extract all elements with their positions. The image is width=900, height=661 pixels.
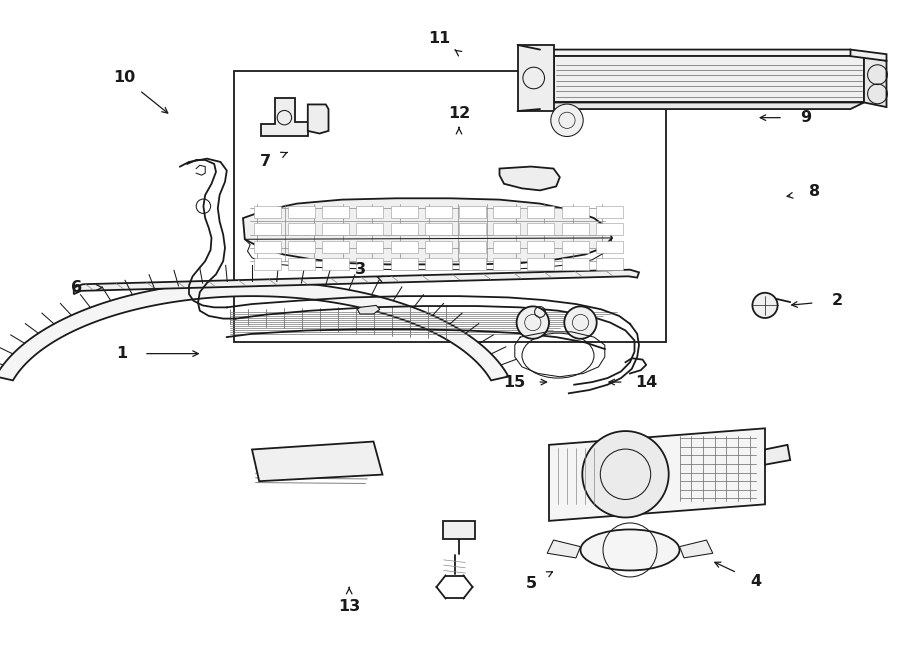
Polygon shape <box>680 540 713 558</box>
Bar <box>391 258 418 270</box>
Bar <box>356 241 383 253</box>
Bar <box>459 241 486 253</box>
Polygon shape <box>0 281 508 380</box>
Bar <box>254 206 281 218</box>
Bar <box>322 258 349 270</box>
Polygon shape <box>850 50 886 61</box>
Bar <box>425 241 452 253</box>
Text: 15: 15 <box>504 375 526 389</box>
Bar <box>356 206 383 218</box>
Polygon shape <box>252 442 382 481</box>
Text: 1: 1 <box>116 346 127 361</box>
Polygon shape <box>357 305 380 314</box>
Bar <box>391 206 418 218</box>
Polygon shape <box>549 428 765 521</box>
Bar <box>288 258 315 270</box>
Text: 6: 6 <box>71 280 82 295</box>
Text: 12: 12 <box>448 106 470 121</box>
Ellipse shape <box>580 529 680 570</box>
Bar <box>459 223 486 235</box>
Circle shape <box>752 293 778 318</box>
Text: 3: 3 <box>355 262 365 277</box>
Polygon shape <box>74 270 639 294</box>
Bar <box>527 206 554 218</box>
Polygon shape <box>547 540 580 558</box>
Polygon shape <box>864 56 886 107</box>
Polygon shape <box>243 198 612 264</box>
Bar <box>288 241 315 253</box>
Bar <box>254 223 281 235</box>
Bar <box>562 206 589 218</box>
Bar <box>459 206 486 218</box>
Bar <box>562 241 589 253</box>
Text: 10: 10 <box>113 71 135 85</box>
Polygon shape <box>234 71 666 342</box>
Bar <box>459 258 486 270</box>
Bar <box>596 223 623 235</box>
Bar <box>391 241 418 253</box>
Bar <box>493 223 520 235</box>
Circle shape <box>564 306 597 339</box>
Text: 9: 9 <box>800 110 811 125</box>
Bar <box>493 206 520 218</box>
Polygon shape <box>765 445 790 465</box>
Bar <box>425 258 452 270</box>
Text: 5: 5 <box>526 576 536 590</box>
Circle shape <box>517 306 549 339</box>
Bar <box>288 223 315 235</box>
Bar <box>527 241 554 253</box>
Bar <box>493 258 520 270</box>
Text: 2: 2 <box>832 293 842 308</box>
Bar <box>322 241 349 253</box>
Polygon shape <box>554 56 864 102</box>
Bar <box>391 223 418 235</box>
Bar <box>322 206 349 218</box>
Polygon shape <box>540 102 864 109</box>
Bar <box>596 241 623 253</box>
Text: 8: 8 <box>809 184 820 199</box>
Bar <box>288 206 315 218</box>
Bar <box>596 258 623 270</box>
Bar <box>562 223 589 235</box>
Bar <box>254 241 281 253</box>
Text: 13: 13 <box>338 600 360 614</box>
Bar <box>356 258 383 270</box>
Text: 4: 4 <box>751 574 761 589</box>
Bar <box>425 206 452 218</box>
Bar <box>596 206 623 218</box>
Bar <box>493 241 520 253</box>
Polygon shape <box>518 45 554 111</box>
Bar <box>562 258 589 270</box>
Circle shape <box>582 431 669 518</box>
Bar <box>527 223 554 235</box>
Bar <box>356 223 383 235</box>
Bar <box>425 223 452 235</box>
Polygon shape <box>500 167 560 190</box>
Bar <box>322 223 349 235</box>
Polygon shape <box>308 104 328 134</box>
Polygon shape <box>261 98 308 136</box>
Text: 7: 7 <box>260 155 271 169</box>
Circle shape <box>551 104 583 137</box>
Text: 11: 11 <box>428 31 450 46</box>
Text: 14: 14 <box>635 375 657 389</box>
Bar <box>254 258 281 270</box>
Polygon shape <box>540 50 864 56</box>
Bar <box>443 521 475 539</box>
Bar <box>527 258 554 270</box>
